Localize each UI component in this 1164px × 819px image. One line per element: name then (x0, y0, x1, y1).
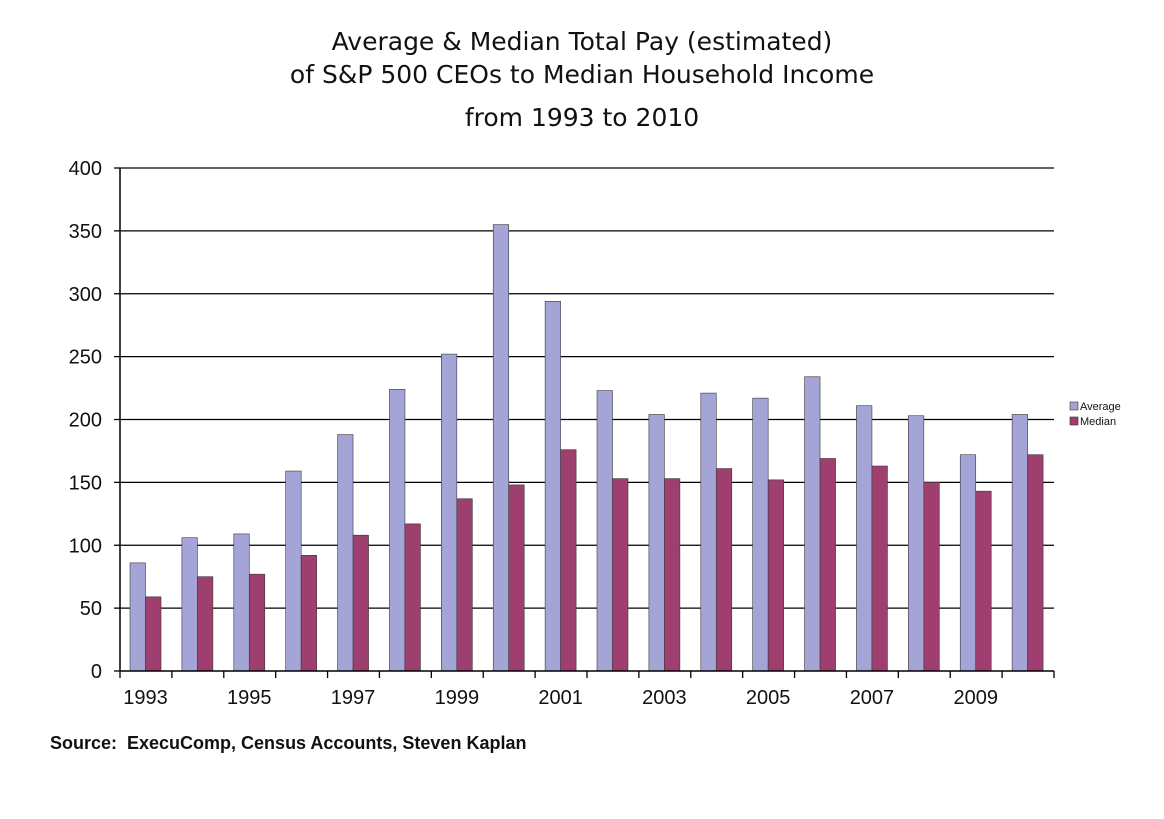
bar-median-2001 (560, 449, 577, 672)
bar-average-1995 (233, 533, 250, 672)
bar-median-1997 (352, 534, 369, 672)
legend-label-average: Average (1080, 401, 1121, 413)
bar-median-1998 (404, 523, 421, 672)
x-tick-label-1995: 1995 (227, 687, 272, 709)
bar-median-2004 (715, 468, 733, 672)
x-tick-label-1993: 1993 (123, 687, 168, 709)
legend-swatch-median (1069, 416, 1079, 426)
bar-median-1996 (300, 555, 317, 672)
bar-median-1995 (248, 573, 266, 672)
bar-average-2004 (700, 392, 717, 672)
bar-average-2005 (752, 397, 769, 672)
bar-median-1994 (197, 576, 214, 672)
y-tick-label-0: 0 (91, 661, 102, 683)
axes: 0 50 100 150 200 250 300 350 400 1993 1995 1997 1999… (69, 158, 1055, 709)
bar-median-2005 (767, 479, 784, 672)
bar-average-2003 (648, 414, 665, 672)
chart-title-line-2: of S&P 500 CEOs to Median Household Inco… (290, 60, 874, 89)
bar-average-2001 (544, 300, 561, 672)
bar-median-2009 (975, 490, 992, 672)
x-tick-label-1997: 1997 (331, 687, 376, 709)
x-tick-label-2007: 2007 (850, 687, 895, 709)
x-tick-label-2001: 2001 (538, 687, 583, 709)
bar-average-1998 (389, 389, 406, 672)
y-tick-label-350: 350 (69, 221, 102, 243)
y-tick-label-100: 100 (69, 535, 102, 557)
x-tick-label-1999: 1999 (435, 687, 480, 709)
legend-label-median: Median (1080, 416, 1116, 428)
bar-average-2010 (1011, 414, 1028, 672)
y-tick-label-200: 200 (69, 410, 102, 432)
chart-title-line-3: from 1993 to 2010 (465, 103, 699, 132)
bar-average-1996 (285, 470, 302, 672)
y-tick-label-300: 300 (69, 284, 102, 306)
bar-average-1993 (129, 562, 146, 672)
bar-average-1994 (181, 537, 198, 672)
bar-median-2006 (819, 458, 836, 672)
gridlines (120, 167, 1054, 609)
bar-median-2000 (508, 484, 525, 672)
bar-average-2000 (492, 224, 510, 672)
y-tick-label-50: 50 (80, 598, 102, 620)
legend: Average Median (1065, 395, 1161, 447)
source-note: Source: ExecuComp, Census Accounts, Stev… (50, 733, 527, 753)
x-tick-label-2009: 2009 (953, 687, 998, 709)
chart-title-line-1: Average & Median Total Pay (estimated) (332, 27, 833, 56)
bar-median-2002 (612, 478, 629, 672)
bar-average-2006 (804, 376, 821, 672)
bar-average-2002 (596, 390, 613, 672)
x-tick-label-2003: 2003 (642, 687, 687, 709)
bar-average-1999 (441, 353, 458, 672)
y-tick-label-400: 400 (69, 158, 102, 180)
bars (129, 224, 1044, 672)
bar-average-2009 (959, 454, 977, 672)
legend-swatch-average (1069, 401, 1079, 411)
x-tick-label-2005: 2005 (746, 687, 791, 709)
bar-median-1993 (145, 596, 162, 672)
y-tick-label-250: 250 (69, 347, 102, 369)
bar-median-1999 (456, 498, 473, 672)
bar-average-1997 (337, 434, 354, 672)
bar-median-2003 (664, 478, 681, 672)
bar-median-2008 (923, 482, 940, 672)
bar-average-2008 (908, 415, 925, 672)
bar-median-2007 (871, 465, 888, 672)
legend-box (1065, 395, 1161, 447)
bar-median-2010 (1027, 454, 1044, 672)
y-tick-label-150: 150 (69, 472, 102, 494)
bar-average-2007 (856, 405, 873, 672)
